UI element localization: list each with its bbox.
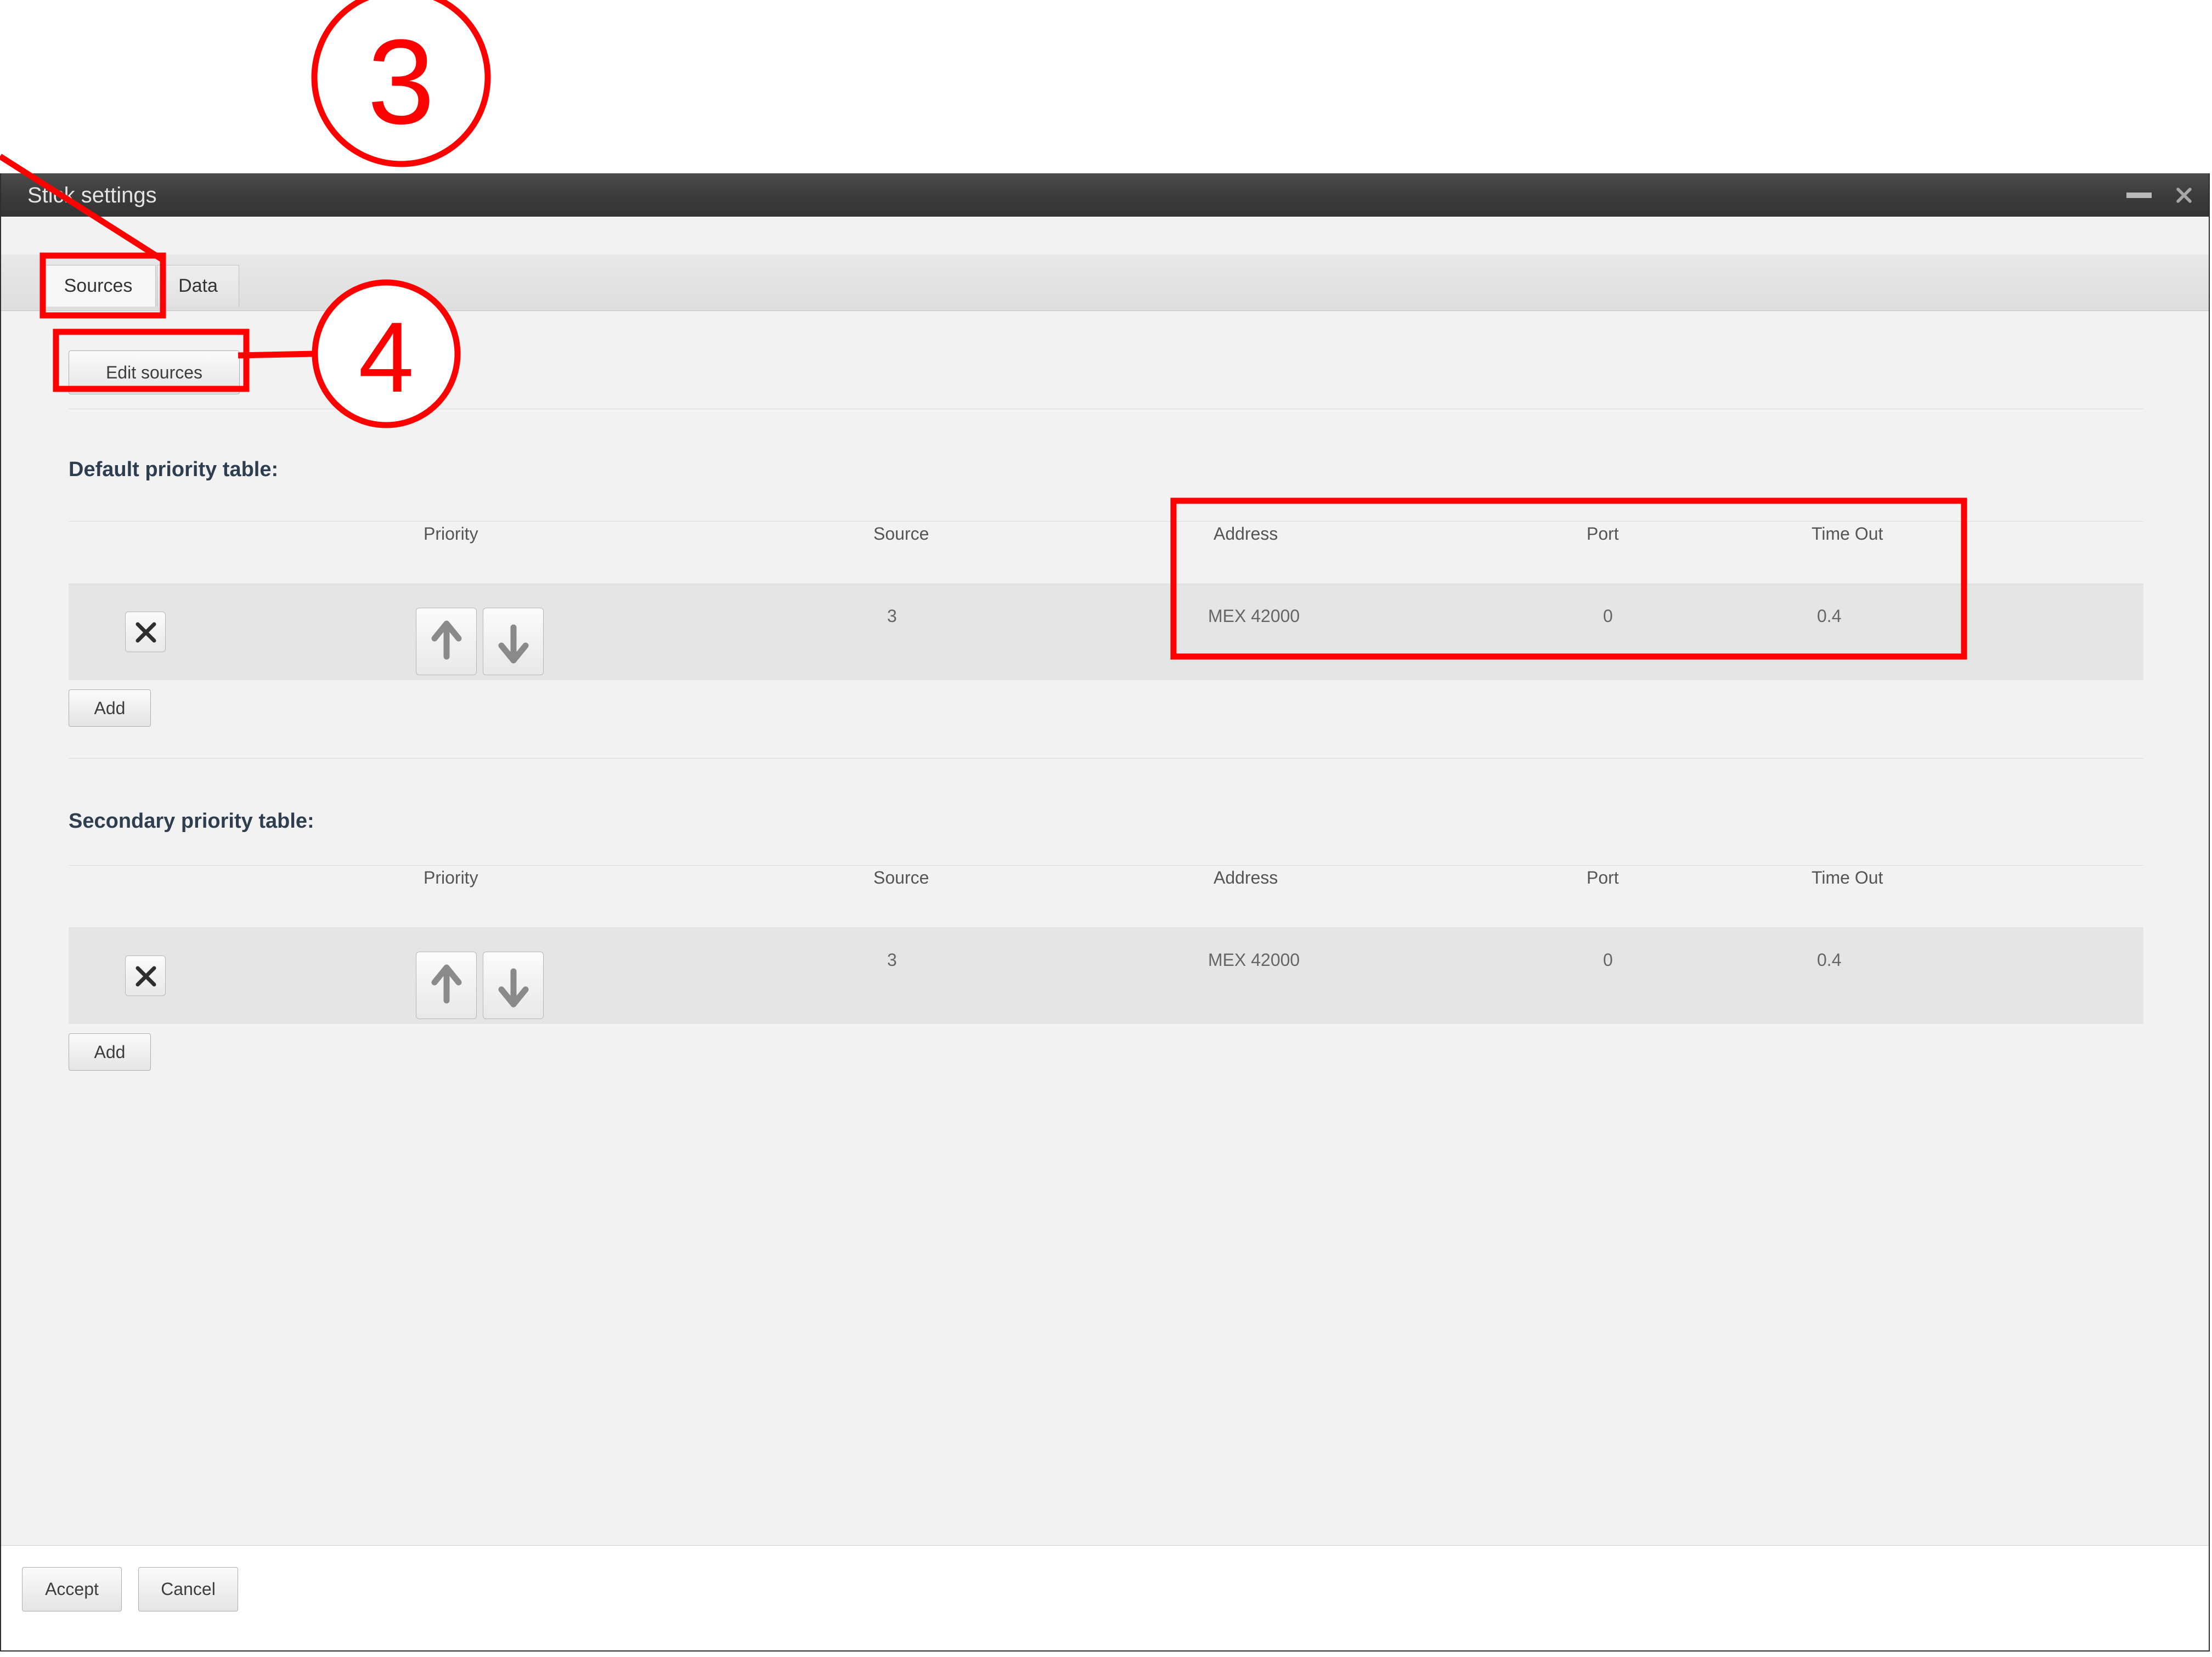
svg-text:3: 3 [368, 14, 435, 149]
